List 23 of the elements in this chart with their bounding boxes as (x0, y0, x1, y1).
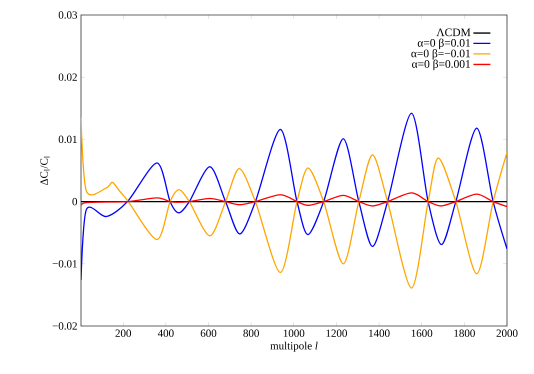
x-tick-label: 600 (200, 330, 216, 337)
x-tick-label: 1800 (454, 330, 475, 337)
legend-label: α=0 β=0.01 (418, 38, 470, 50)
y-tick-label: 0.03 (58, 11, 78, 19)
x-tick-label: 800 (243, 330, 259, 337)
y-tick-label: 0.02 (58, 73, 77, 81)
y-tick-label: 0.01 (58, 136, 77, 144)
legend-label: ΛCDM (436, 28, 470, 36)
x-tick-label: 1600 (412, 330, 432, 337)
y-tick-label: 0 (72, 198, 78, 206)
x-tick-label: 2000 (496, 330, 518, 337)
line-series (81, 192, 508, 210)
y-tick-label: −0.01 (52, 260, 77, 268)
legend-label: α=0 β=0.001 (412, 60, 470, 70)
x-axis-title: multipole l (270, 342, 318, 352)
x-tick-label: 1200 (326, 330, 347, 337)
x-tick-label: 200 (115, 330, 132, 337)
x-tick-label: 400 (158, 330, 174, 337)
y-axis-title: ΔC$_{l}$/C$_{l}$ (40, 156, 50, 186)
x-tick-label: 1400 (369, 330, 390, 337)
y-tick-label: −0.02 (52, 322, 77, 330)
legend-label: α=0 β=−0.01 (411, 49, 470, 60)
x-tick-label: 1000 (284, 330, 304, 337)
